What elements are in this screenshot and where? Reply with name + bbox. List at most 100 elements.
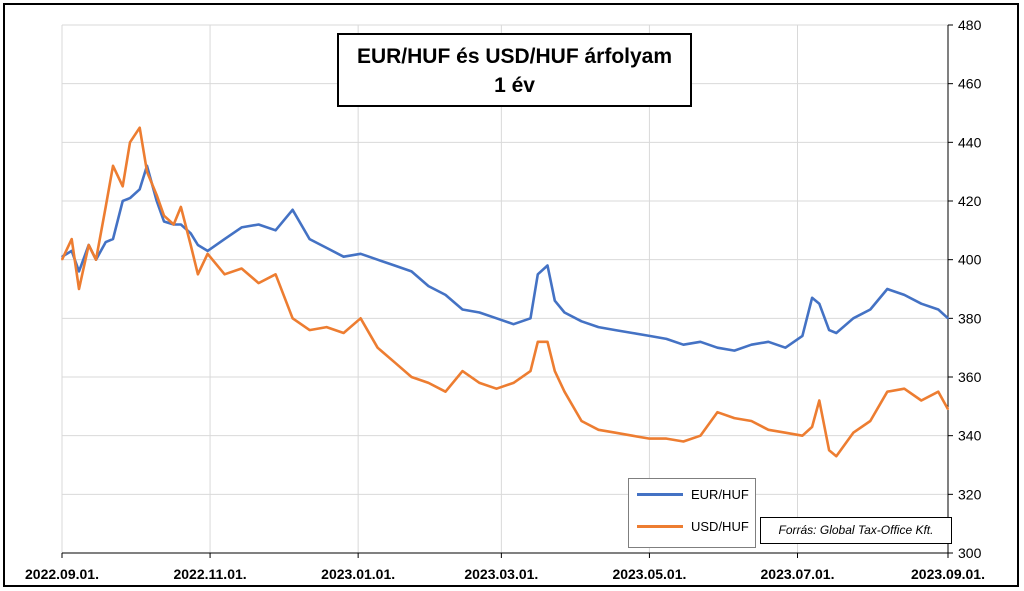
data-point [852,431,855,434]
legend-swatch-usd [637,525,683,528]
data-point [129,197,131,199]
y-tick-label: 480 [958,17,982,33]
data-point [512,382,515,384]
data-point [553,299,556,302]
data-point [529,370,532,372]
x-tick-label: 2022.11.01. [173,566,246,582]
data-point [563,311,566,314]
source-note: Forrás: Global Tax-Office Kft. [760,517,952,544]
data-point [189,244,192,246]
series-line-eur-huf [61,164,949,352]
y-tick-label: 380 [958,310,982,326]
y-tick-label: 440 [958,134,982,150]
y-tick-label: 360 [958,369,982,385]
y-tick-label: 460 [958,76,982,92]
x-tick-label: 2023.05.01. [612,566,686,582]
data-point [104,206,107,208]
data-point [648,437,651,440]
data-point [180,206,182,208]
data-point [206,253,209,255]
data-point [818,399,821,402]
data-point [376,346,379,349]
data-point [733,417,736,419]
x-tick-label: 2022.09.01. [25,566,99,582]
data-point [614,329,617,331]
data-point [536,273,539,276]
data-point [529,317,532,320]
data-point [180,223,182,226]
data-point [121,185,124,188]
data-point [920,399,923,402]
data-point [70,238,73,240]
data-point [342,332,345,334]
data-point [155,200,158,202]
data-point [631,332,634,334]
data-point [478,311,481,314]
data-point [818,302,821,305]
data-point [852,317,855,320]
legend-item-eur: EUR/HUF [629,487,749,502]
data-point [920,302,923,305]
data-point [206,250,209,252]
data-point [553,370,556,372]
data-point [95,258,97,261]
data-point [801,434,804,437]
legend-item-usd: USD/HUF [629,519,749,534]
data-point [342,255,345,258]
data-point [308,329,311,331]
data-point [563,390,566,393]
x-tick-label: 2023.01.01. [321,566,395,582]
data-point [197,244,199,246]
data-point [359,317,362,320]
data-point [240,267,243,270]
data-point [129,141,131,144]
data-point [308,238,311,240]
y-tick-label: 420 [958,193,982,209]
data-point [580,420,583,422]
data-point [750,343,753,346]
data-point [811,426,813,428]
data-point [112,165,114,167]
data-point [146,170,148,173]
data-point [784,346,787,349]
data-point [767,429,770,431]
data-point [665,437,668,440]
data-point [947,317,949,320]
data-point [223,238,226,240]
data-point [835,455,838,458]
data-point [869,308,872,311]
data-point [947,408,949,411]
data-point [393,361,396,364]
y-tick-labels: 300 320 340 360 380 400 420 440 460 480 [958,17,982,561]
data-point [461,308,464,311]
y-tick-label: 300 [958,545,982,561]
data-point [112,238,114,240]
data-point [869,420,872,422]
legend-label-eur: EUR/HUF [691,487,749,502]
data-point [784,431,787,434]
data-point [512,323,515,326]
data-point [937,308,940,311]
data-point [716,346,719,349]
data-point [223,273,226,276]
data-point [597,326,600,328]
data-point [546,341,549,343]
data-point [325,326,328,328]
data-point [631,434,634,437]
data-point [580,320,583,323]
x-tick-labels: 2022.09.01. 2022.11.01. 2023.01.01. 2023.03… [25,566,985,582]
data-point [886,390,889,393]
data-point [393,264,396,267]
data-point [461,370,464,372]
data-point [376,258,379,261]
data-point [495,317,498,320]
data-point [614,431,617,434]
data-point [291,209,294,211]
chart-title: EUR/HUF és USD/HUF árfolyam [356,45,673,68]
data-point [648,335,651,337]
legend-swatch-eur [637,493,683,496]
y-tick-label: 340 [958,428,982,444]
data-point [274,273,277,276]
data-point [699,434,702,437]
axes [61,24,953,558]
